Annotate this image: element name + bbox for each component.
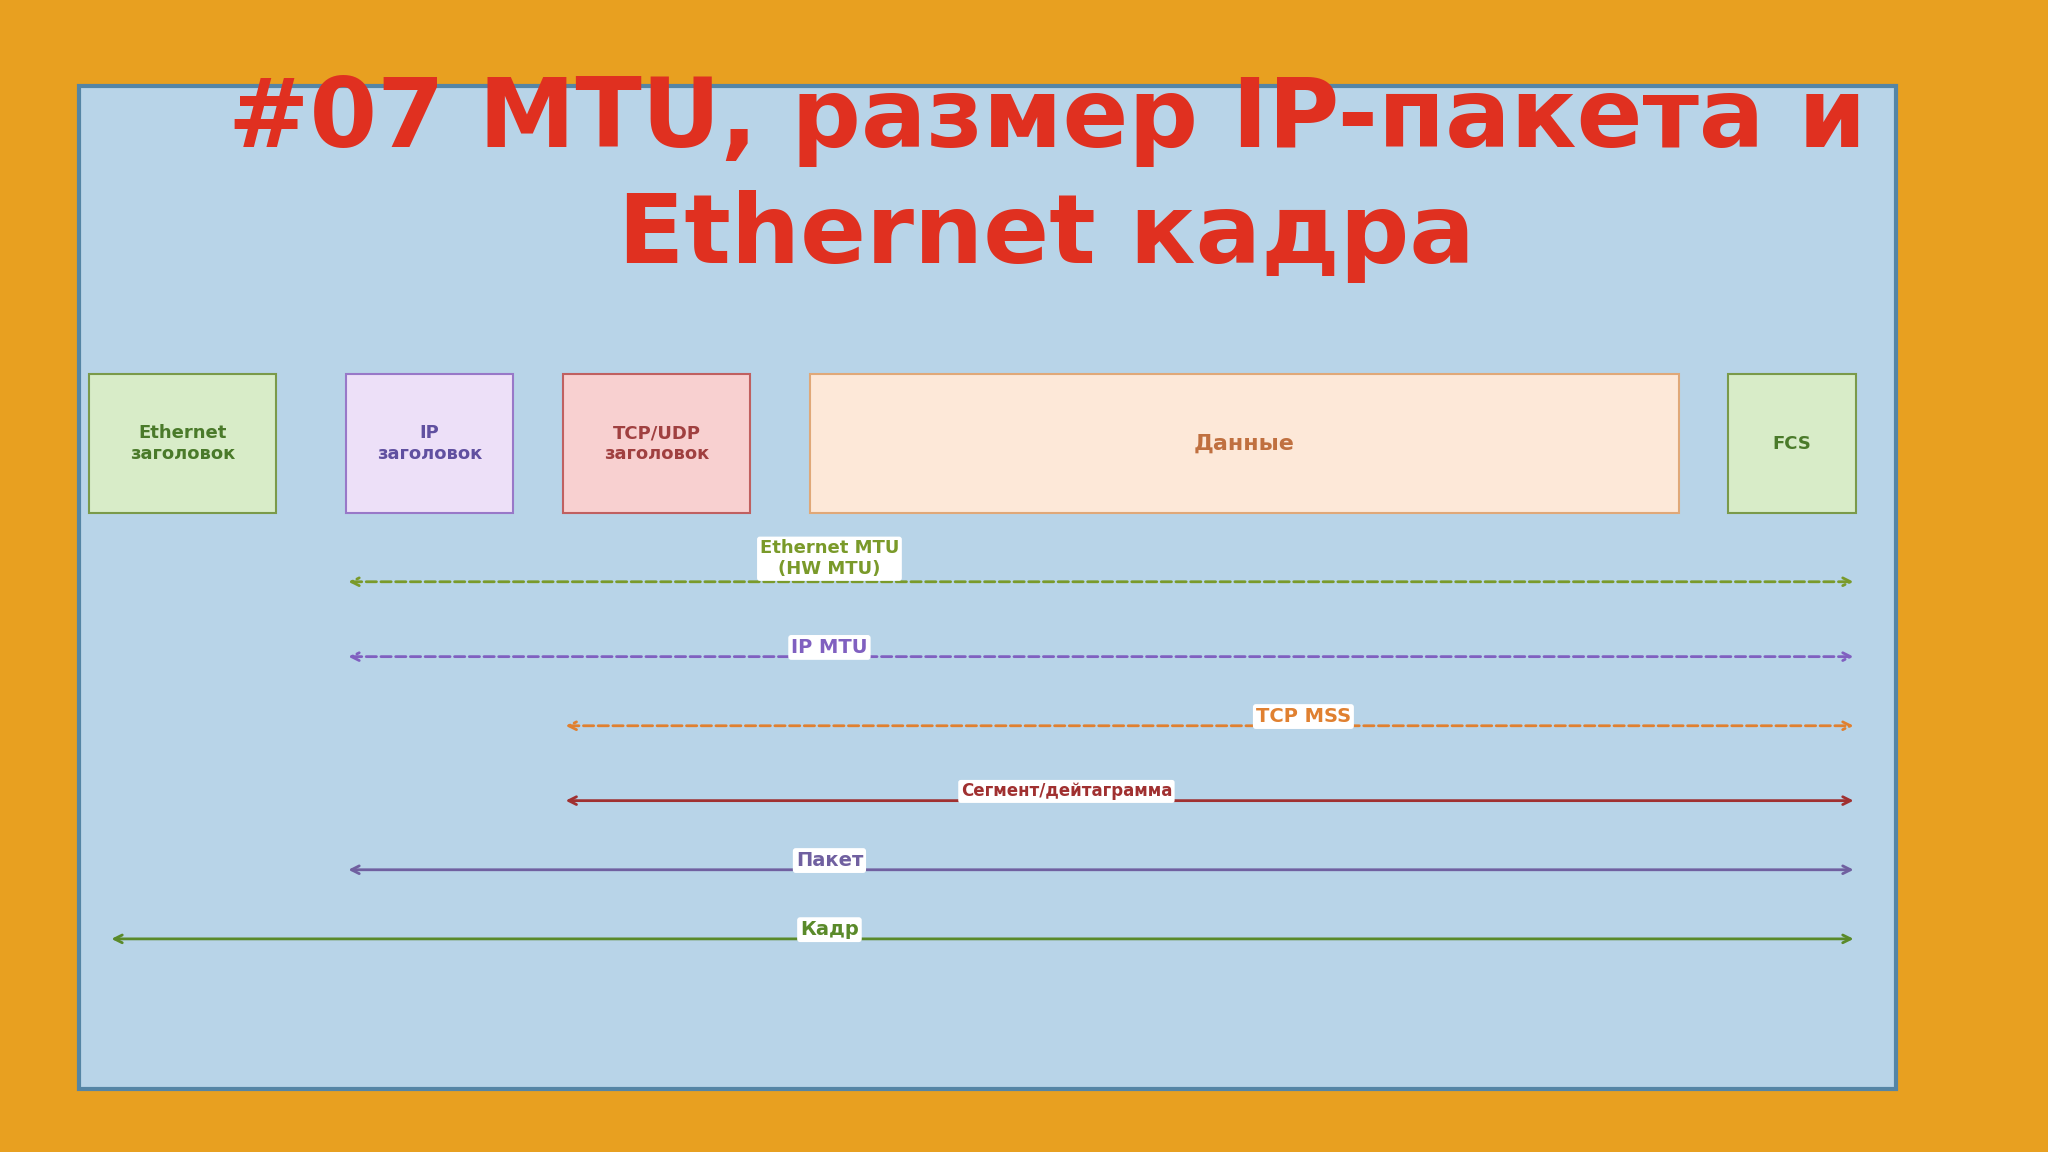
- Text: FCS: FCS: [1774, 434, 1812, 453]
- Text: Ethernet кадра: Ethernet кадра: [618, 190, 1475, 282]
- Text: TCP/UDP
заголовок: TCP/UDP заголовок: [604, 424, 709, 463]
- Text: IP MTU: IP MTU: [791, 638, 868, 657]
- FancyBboxPatch shape: [1729, 374, 1855, 513]
- Text: #07 MTU, размер IP-пакета и: #07 MTU, размер IP-пакета и: [227, 75, 1866, 167]
- Text: IP
заголовок: IP заголовок: [377, 424, 481, 463]
- Text: Данные: Данные: [1194, 433, 1294, 454]
- Text: Ethernet
заголовок: Ethernet заголовок: [131, 424, 236, 463]
- Text: TCP MSS: TCP MSS: [1255, 707, 1352, 726]
- FancyBboxPatch shape: [346, 374, 514, 513]
- FancyBboxPatch shape: [563, 374, 750, 513]
- Text: Пакет: Пакет: [797, 851, 862, 870]
- Text: Ethernet MTU
(HW MTU): Ethernet MTU (HW MTU): [760, 539, 899, 578]
- FancyBboxPatch shape: [88, 374, 276, 513]
- FancyBboxPatch shape: [80, 86, 1896, 1089]
- FancyBboxPatch shape: [809, 374, 1679, 513]
- Text: Кадр: Кадр: [801, 920, 858, 939]
- Text: Сегмент/дейтаграмма: Сегмент/дейтаграмма: [961, 782, 1171, 801]
